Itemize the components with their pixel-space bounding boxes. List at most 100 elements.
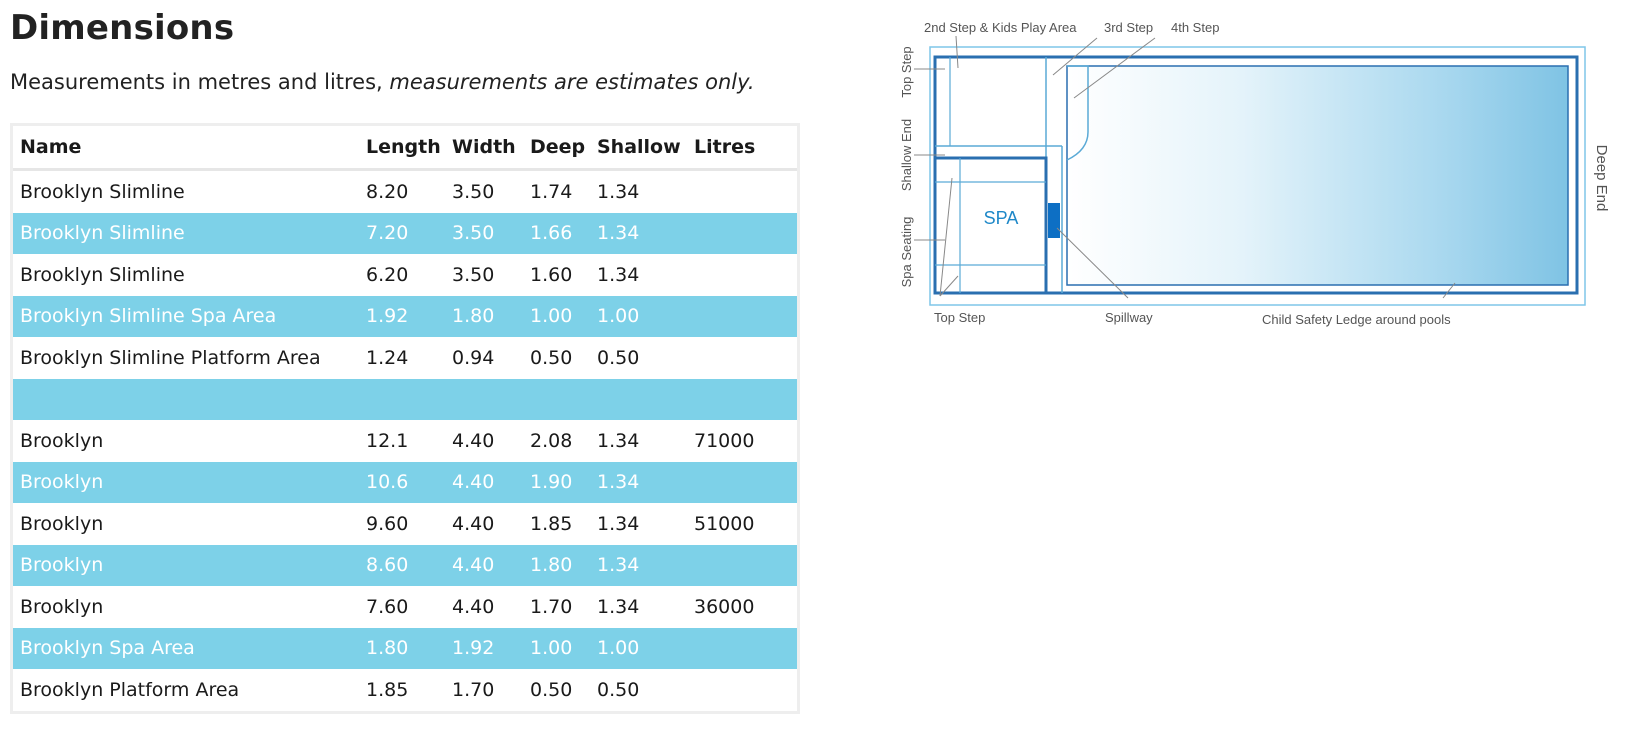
cell-name: Brooklyn Spa Area [13,627,359,669]
cell-deep: 1.60 [530,263,573,286]
cell-deep: 1.85 [530,512,573,535]
cell-name: Brooklyn [13,544,359,586]
cell-name [13,378,359,420]
cell-litres [687,378,797,420]
cell-length: 1.92 [359,295,445,337]
header-name: Name [13,126,359,171]
table-row: Brooklyn Slimline 6.20 3.50 1.60 1.34 [13,254,797,296]
cell-length: 9.60 [366,512,409,535]
cell-name: Brooklyn [13,461,359,503]
cell-length: 7.20 [359,212,445,254]
label-top-step-bottom: Top Step [934,310,985,325]
table-row: Brooklyn 8.60 4.40 1.80 1.34 [13,544,797,586]
cell-litres [687,337,797,379]
header-length: Length [359,126,445,171]
leader-fourth-step [1073,37,1156,99]
cell-deep: 1.00 [523,295,590,337]
page-subtitle: Measurements in metres and litres, measu… [10,70,755,94]
dimensions-table: Name Length Width Deep Shallow Litres Br… [10,123,800,714]
cell-width: 3.50 [445,212,523,254]
cell-shallow: 1.34 [590,461,687,503]
page-title: Dimensions [10,8,235,48]
cell-litres: 51000 [694,512,755,535]
cell-litres [687,170,797,213]
cell-shallow: 0.50 [597,346,640,369]
cell-length: 10.6 [359,461,445,503]
cell-shallow [590,378,687,420]
pool-deep-area [1066,65,1569,286]
table-row [13,378,797,420]
leader-top-step-bottom-a [939,177,953,297]
leader-child-safety [1442,282,1456,299]
header-shallow: Shallow [590,126,687,171]
cell-length: 8.20 [366,180,409,203]
cell-deep: 0.50 [530,346,573,369]
spillway [1048,203,1060,238]
cell-deep: 1.00 [523,627,590,669]
leader-top-step-bottom-b [939,275,959,297]
cell-litres [687,627,797,669]
table-row: Brooklyn Slimline 7.20 3.50 1.66 1.34 [13,212,797,254]
cell-deep: 1.70 [530,595,573,618]
cell-shallow: 1.34 [597,595,640,618]
cell-deep: 0.50 [530,678,573,701]
cell-deep: 2.08 [530,429,573,452]
cell-shallow: 1.34 [590,544,687,586]
cell-name: Brooklyn Slimline [13,212,359,254]
leader-second-step [955,35,959,69]
label-spillway: Spillway [1105,310,1153,325]
table-row: Brooklyn 10.6 4.40 1.90 1.34 [13,461,797,503]
cell-shallow: 1.00 [590,627,687,669]
header-width: Width [445,126,523,171]
fourth-step-curve [1066,65,1089,161]
cell-shallow: 1.34 [597,429,640,452]
cell-name: Brooklyn [20,512,104,535]
cell-deep [523,378,590,420]
table-row: Brooklyn Slimline 8.20 3.50 1.74 1.34 [13,170,797,213]
cell-width: 1.80 [445,295,523,337]
cell-shallow: 1.00 [590,295,687,337]
cell-shallow: 1.34 [597,263,640,286]
cell-shallow: 0.50 [597,678,640,701]
cell-width: 3.50 [452,263,495,286]
label-spa: SPA [984,208,1019,228]
cell-litres [687,212,797,254]
cell-name: Brooklyn Slimline [20,180,185,203]
table-row: Brooklyn Slimline Platform Area 1.24 0.94 0… [13,337,797,379]
cell-length: 1.24 [366,346,409,369]
table-row: Brooklyn 7.60 4.40 1.70 1.34 36000 [13,586,797,628]
table-body: Brooklyn Slimline 8.20 3.50 1.74 1.34 Brookly… [13,170,797,711]
cell-name: Brooklyn [20,429,104,452]
subtitle-text: Measurements in metres and litres, [10,70,390,94]
table-header-row: Name Length Width Deep Shallow Litres [13,126,797,171]
cell-name: Brooklyn Slimline Platform Area [20,346,321,369]
cell-length [359,378,445,420]
table-row: Brooklyn Spa Area 1.80 1.92 1.00 1.00 [13,627,797,669]
cell-width: 4.40 [445,544,523,586]
cell-litres: 71000 [694,429,755,452]
label-top-step-left: Top Step [899,46,914,97]
label-third-step: 3rd Step [1104,20,1153,35]
table-row: Brooklyn Slimline Spa Area 1.92 1.80 1.00 1.… [13,295,797,337]
cell-litres [687,295,797,337]
cell-width: 4.40 [452,512,495,535]
cell-width [445,378,523,420]
cell-deep: 1.74 [530,180,573,203]
cell-width: 1.92 [445,627,523,669]
cell-litres [687,254,797,296]
cell-litres: 36000 [694,595,755,618]
header-deep: Deep [523,126,590,171]
cell-name: Brooklyn Slimline Spa Area [13,295,359,337]
cell-litres [687,544,797,586]
label-second-step: 2nd Step & Kids Play Area [924,20,1077,35]
pool-diagram: 2nd Step & Kids Play Area 3rd Step 4th S… [899,20,1608,327]
cell-width: 1.70 [452,678,495,701]
label-shallow-end: Shallow End [899,119,914,191]
cell-width: 4.40 [445,461,523,503]
cell-name: Brooklyn Platform Area [20,678,240,701]
cell-shallow: 1.34 [597,512,640,535]
table-row: Brooklyn 12.1 4.40 2.08 1.34 71000 [13,420,797,462]
cell-litres [687,669,797,711]
leader-third-step [1052,37,1098,76]
subtitle-note: measurements are estimates only. [389,70,755,94]
